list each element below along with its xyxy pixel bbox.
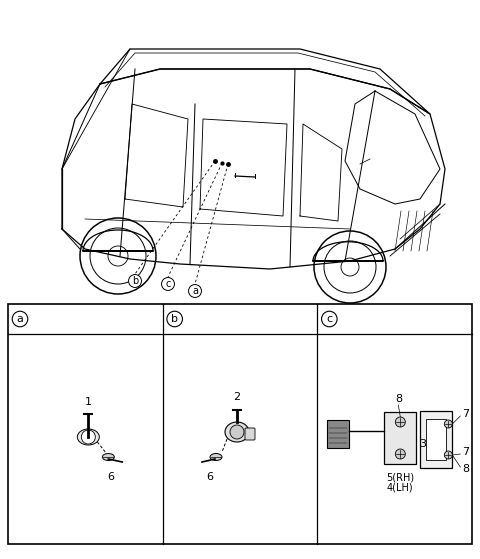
Text: b: b [132,276,138,286]
Circle shape [444,420,452,428]
Circle shape [230,425,244,439]
Text: 3: 3 [420,439,426,449]
Text: 6: 6 [206,472,214,482]
FancyBboxPatch shape [245,428,255,440]
Text: a: a [17,314,24,324]
Text: 5(RH): 5(RH) [386,472,414,482]
Text: 8: 8 [462,464,469,474]
FancyBboxPatch shape [426,419,446,460]
Circle shape [81,430,96,444]
Text: c: c [165,279,171,289]
Text: 1: 1 [85,397,92,407]
FancyBboxPatch shape [327,420,349,448]
Text: 7: 7 [462,409,469,419]
Text: 4(LH): 4(LH) [387,483,414,493]
Text: 2: 2 [233,392,240,402]
Ellipse shape [102,453,114,461]
FancyBboxPatch shape [384,412,416,464]
Ellipse shape [77,429,99,445]
Ellipse shape [225,422,249,442]
FancyBboxPatch shape [8,304,472,544]
Text: 6: 6 [107,472,114,482]
Text: 7: 7 [462,447,469,457]
Circle shape [444,451,452,459]
FancyBboxPatch shape [420,411,452,468]
Circle shape [396,449,405,459]
Circle shape [341,258,359,276]
Text: c: c [326,314,332,324]
Text: a: a [192,286,198,296]
Text: 8: 8 [395,394,402,404]
Ellipse shape [210,453,222,461]
Circle shape [396,417,405,427]
Text: b: b [171,314,178,324]
Circle shape [108,246,128,266]
